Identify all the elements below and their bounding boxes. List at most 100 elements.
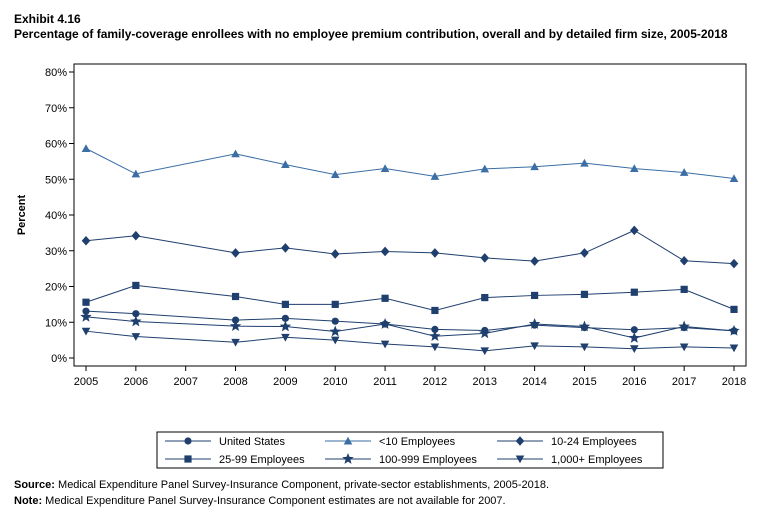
- series-4-point: [578, 320, 591, 332]
- series-4-point: [678, 320, 690, 332]
- legend-marker: [343, 436, 353, 445]
- x-tick-label: 2016: [622, 376, 646, 388]
- series-5-point: [81, 327, 91, 336]
- series-3-point: [331, 300, 339, 308]
- y-tick-label: 70%: [45, 103, 67, 115]
- legend-label: 10-24 Employees: [551, 436, 637, 448]
- chart-title: Percentage of family-coverage enrollees …: [14, 27, 728, 41]
- legend-label: 25-99 Employees: [219, 454, 305, 466]
- series-2-point: [430, 248, 440, 258]
- title-block: Exhibit 4.16 Percentage of family-covera…: [14, 12, 744, 42]
- series-3-point: [82, 298, 90, 306]
- series-0-point: [431, 325, 439, 333]
- x-tick-label: 2012: [423, 376, 447, 388]
- y-tick-label: 20%: [45, 282, 67, 294]
- series-1-point: [131, 169, 141, 178]
- series-2-point: [480, 253, 490, 263]
- series-0-point: [331, 317, 339, 325]
- series-2-point: [131, 230, 141, 241]
- series-3-point: [431, 306, 439, 315]
- series-1-point: [480, 164, 490, 173]
- legend-marker: [184, 437, 192, 445]
- series-4-point: [479, 327, 491, 339]
- x-tick-label: 2018: [722, 376, 746, 388]
- y-tick-label: 30%: [45, 246, 67, 258]
- series-5-point: [630, 345, 639, 354]
- series-line-1: [85, 148, 735, 180]
- notes: Source: Medical Expenditure Panel Survey…: [14, 477, 549, 509]
- series-1-point: [729, 174, 739, 182]
- legend-label: 100-999 Employees: [379, 454, 477, 466]
- series-2-point: [281, 243, 290, 253]
- series-4-point: [728, 324, 740, 336]
- legend-marker: [342, 453, 354, 464]
- series-1-point: [679, 168, 689, 176]
- series-1-point: [380, 164, 390, 172]
- series-5-point: [430, 343, 440, 352]
- series-3-point: [231, 292, 240, 301]
- series-5-point: [580, 343, 589, 352]
- series-2-point: [380, 246, 390, 257]
- x-tick-label: 2006: [124, 376, 148, 388]
- series-3-point: [730, 305, 738, 313]
- series-0-point: [281, 314, 289, 322]
- legend-marker: [184, 455, 192, 463]
- x-tick-label: 2015: [572, 376, 596, 388]
- y-tick-label: 40%: [45, 210, 67, 222]
- series-4-point: [329, 325, 341, 337]
- x-tick-label: 2017: [672, 376, 696, 388]
- plot-frame: [73, 63, 747, 367]
- series-4-point: [628, 331, 641, 343]
- series-0-point: [132, 310, 140, 318]
- legend-label: <10 Employees: [379, 436, 456, 448]
- source-line: Source: Medical Expenditure Panel Survey…: [14, 477, 549, 493]
- series-5-point: [729, 344, 739, 353]
- series-3-point: [381, 294, 389, 302]
- series-1-point: [580, 158, 589, 167]
- y-tick-label: 80%: [45, 67, 67, 79]
- series-5-point: [281, 333, 290, 342]
- series-3-point: [281, 300, 289, 308]
- y-tick-label: 50%: [45, 174, 67, 186]
- legend-label: 1,000+ Employees: [551, 454, 643, 466]
- legend-box: [156, 431, 664, 469]
- series-3-point: [680, 285, 688, 293]
- legend-label: United States: [219, 436, 286, 448]
- note-text: Medical Expenditure Panel Survey-Insuran…: [45, 495, 506, 507]
- x-tick-label: 2013: [473, 376, 497, 388]
- x-tick-label: 2011: [373, 376, 397, 388]
- series-2-point: [231, 248, 240, 258]
- series-3-point: [481, 293, 489, 302]
- series-5-point: [131, 333, 141, 341]
- series-3-point: [580, 290, 589, 298]
- series-2-point: [679, 255, 689, 266]
- series-1-point: [81, 144, 91, 152]
- series-1-point: [330, 170, 340, 179]
- y-tick-label: 60%: [45, 139, 67, 151]
- series-2-point: [530, 256, 539, 266]
- series-4-point: [80, 310, 92, 322]
- legend-marker: [515, 436, 525, 446]
- y-tick-label: 10%: [45, 317, 67, 329]
- series-1-point: [530, 162, 539, 171]
- source-text: Medical Expenditure Panel Survey-Insuran…: [58, 479, 550, 491]
- series-4-point: [130, 315, 142, 327]
- series-5-point: [530, 342, 539, 351]
- series-5-point: [380, 340, 390, 349]
- exhibit-label: Exhibit 4.16: [14, 12, 81, 26]
- series-2-point: [630, 225, 639, 236]
- series-4-point: [429, 330, 441, 342]
- series-4-point: [279, 320, 292, 332]
- series-2-point: [330, 249, 340, 259]
- series-5-point: [480, 347, 490, 356]
- series-5-point: [231, 338, 240, 347]
- x-tick-label: 2010: [323, 376, 347, 388]
- series-1-point: [630, 164, 639, 172]
- series-5-point: [679, 343, 689, 352]
- series-2-point: [729, 258, 739, 269]
- series-2-point: [580, 248, 589, 258]
- series-4-point: [229, 320, 242, 332]
- series-0-point: [630, 326, 638, 334]
- x-tick-label: 2009: [273, 376, 297, 388]
- x-tick-label: 2007: [173, 376, 197, 388]
